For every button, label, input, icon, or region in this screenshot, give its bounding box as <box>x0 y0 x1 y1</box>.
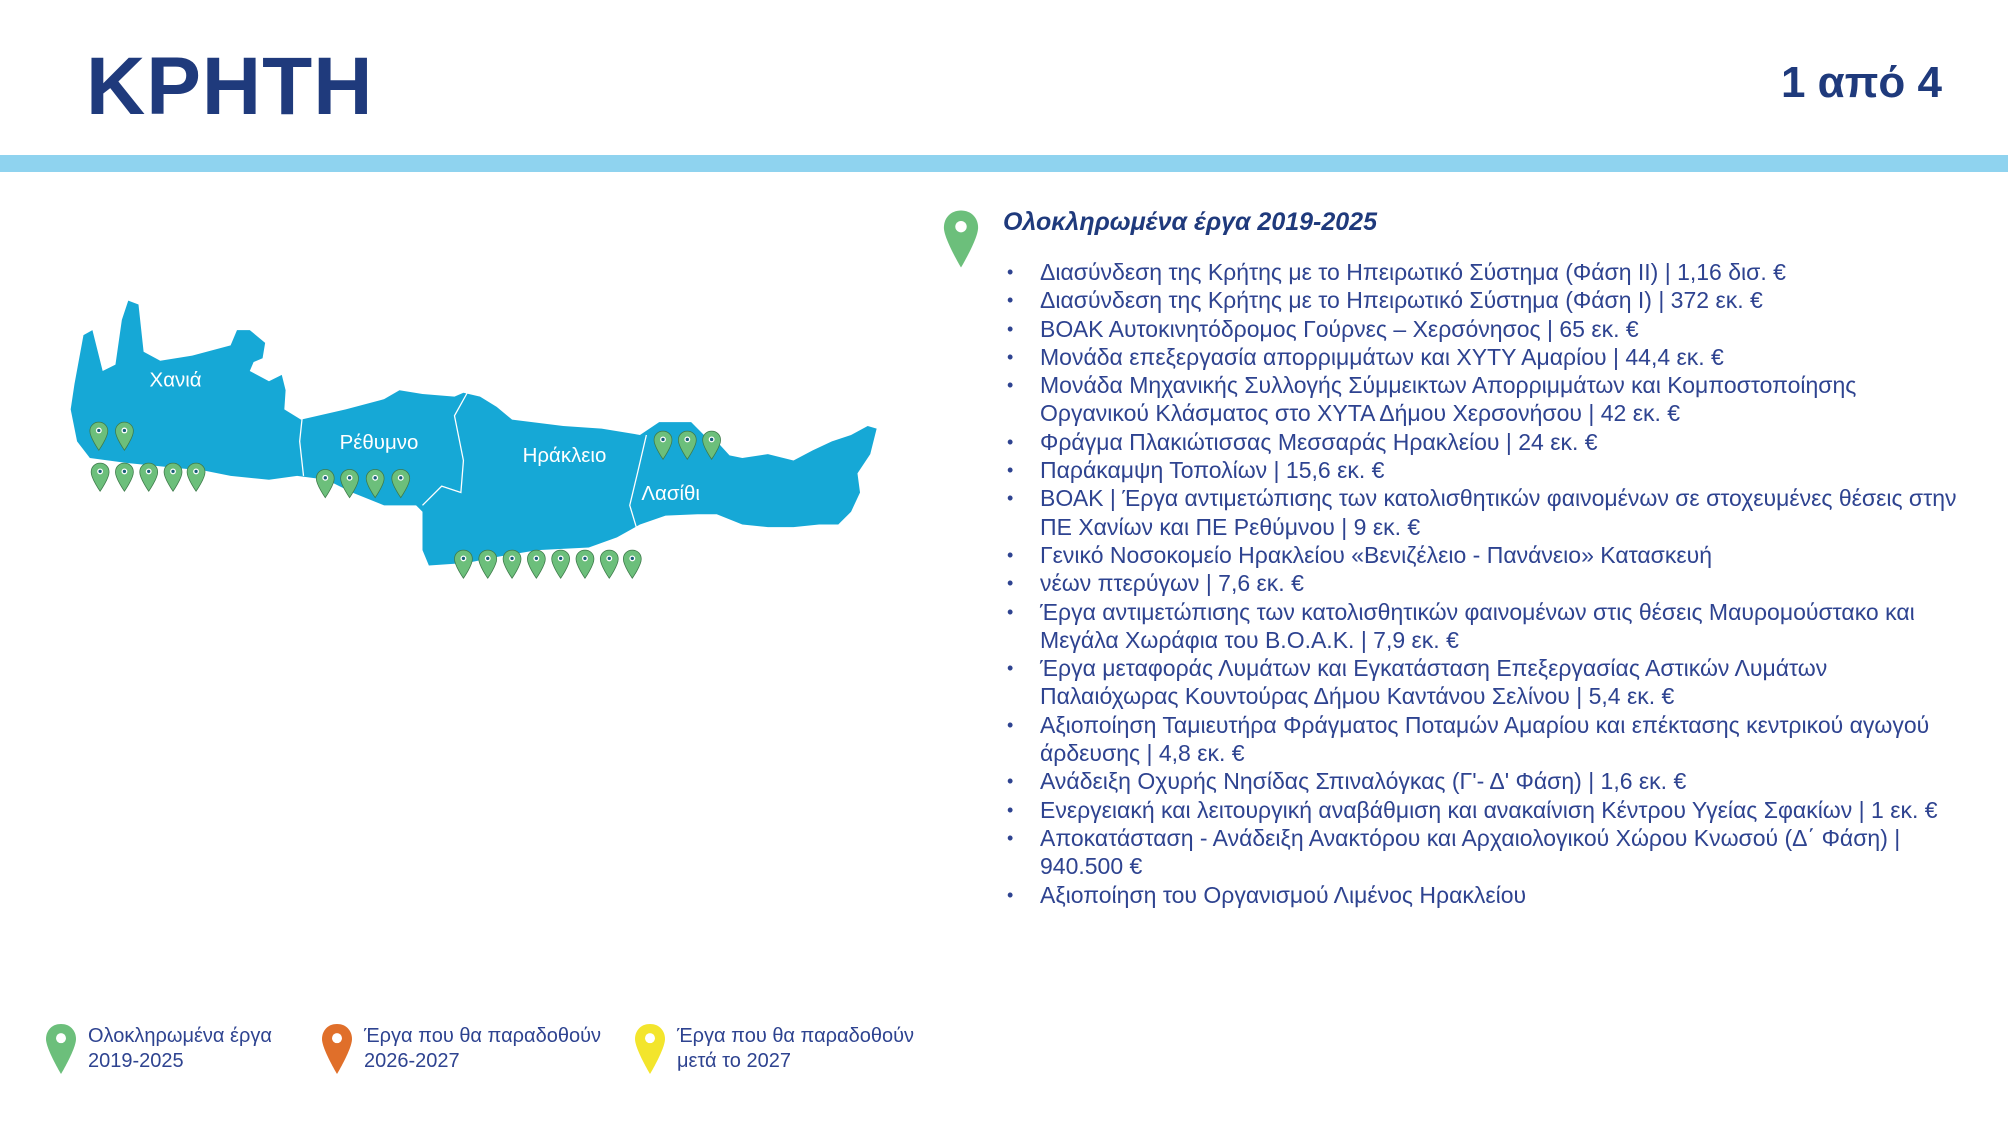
project-list-item: Έργα αντιμετώπισης των κατολισθητικών φα… <box>1007 598 1967 655</box>
map-pin-green-icon <box>115 462 134 492</box>
region-label-chania: Χανιά <box>150 368 202 391</box>
project-list-item: ΒΟΑΚ Αυτοκινητόδρομος Γούρνες – Χερσόνησ… <box>1007 315 1967 344</box>
project-list-item: Γενικό Νοσοκομείο Ηρακλείου «Βενιζέλειο … <box>1007 541 1967 570</box>
project-list-item: Ενεργειακή και λειτουργική αναβάθμιση κα… <box>1007 796 1967 825</box>
map-pin-green-icon <box>340 469 359 499</box>
page-title: ΚΡΗΤΗ <box>86 41 374 132</box>
map-pin-green-icon <box>502 549 522 579</box>
legend-label: Έργα που θα παραδοθούν 2026-2027 <box>364 1025 602 1072</box>
project-list: Διασύνδεση της Κρήτης με το Ηπειρωτικό Σ… <box>1007 258 1967 909</box>
project-list-item: Ανάδειξη Οχυρής Νησίδας Σπιναλόγκας (Γ'-… <box>1007 767 1967 796</box>
region-label-lasithi: Λασίθι <box>641 482 700 505</box>
crete-island-shape <box>70 300 877 566</box>
project-list-item: Διασύνδεση της Κρήτης με το Ηπειρωτικό Σ… <box>1007 258 1967 287</box>
project-list-item: ΒΟΑΚ | Έργα αντιμετώπισης των κατολισθητ… <box>1007 484 1967 541</box>
map-pin-green-icon <box>943 210 979 268</box>
legend-item-2026-2027: Έργα που θα παραδοθούν 2026-2027 <box>320 1024 601 1074</box>
project-list-item: Παράκαμψη Τοπολίων | 15,6 εκ. € <box>1007 456 1967 485</box>
region-border-rethymno-heraklion <box>422 392 468 506</box>
map-pin-green-icon <box>599 549 619 579</box>
region-border-heraklion-lasithi <box>629 434 654 548</box>
region-label-heraklion: Ηράκλειο <box>523 444 607 467</box>
map-pin-green-icon <box>90 462 110 492</box>
legend-label: Ολοκληρωμένα έργα 2019-2025 <box>88 1025 272 1072</box>
map-pin-green-icon <box>677 430 697 460</box>
project-list-item: Έργα μεταφοράς Λυμάτων και Εγκατάσταση Ε… <box>1007 654 1967 711</box>
project-list-item: Αξιοποίηση του Οργανισμού Λιμένος Ηρακλε… <box>1007 881 1967 910</box>
project-list-item: Αξιοποίηση Ταμιευτήρα Φράγματος Ποταμών … <box>1007 711 1967 768</box>
map-pin-green-icon <box>653 430 673 460</box>
map-pin-green-icon <box>315 469 335 499</box>
project-list-item: Φράγμα Πλακιώτισσας Μεσσαράς Ηρακλείου |… <box>1007 428 1967 457</box>
map-pin-green-icon <box>186 462 206 492</box>
project-pins <box>89 421 721 579</box>
legend-item-after-2027: Έργα που θα παραδοθούν μετά το 2027 <box>633 1024 914 1074</box>
map-pin-green-icon <box>365 469 385 499</box>
map-pin-green-icon <box>391 469 411 499</box>
page-indicator: 1 από 4 <box>1780 58 1942 107</box>
map-pin-green-icon <box>163 462 183 492</box>
map-pin-green-icon <box>551 549 571 579</box>
project-list-item: Μονάδα επεξεργασία απορριμμάτων και ΧΥΤΥ… <box>1007 343 1967 372</box>
project-list-item: Αποκατάσταση - Ανάδειξη Ανακτόρου και Αρ… <box>1007 824 1967 881</box>
map-pin-orange-icon <box>322 1024 352 1074</box>
map-pin-green-icon <box>89 421 109 451</box>
map-pin-green-icon <box>139 462 159 492</box>
map-pin-yellow-icon <box>635 1024 665 1074</box>
map-pin-green-icon <box>702 430 721 460</box>
map-pin-green-icon <box>575 549 595 579</box>
map-pin-green-icon <box>622 549 642 579</box>
map-pin-green-icon <box>527 549 546 579</box>
header-divider-bar <box>0 155 2008 172</box>
region-label-rethymno: Ρέθυμνο <box>340 431 419 454</box>
project-list-item: νέων πτερύγων | 7,6 εκ. € <box>1007 569 1967 598</box>
legend-label: Έργα που θα παραδοθούν μετά το 2027 <box>677 1025 915 1072</box>
map-pin-green-icon <box>115 421 134 451</box>
project-list-item: Διασύνδεση της Κρήτης με το Ηπειρωτικό Σ… <box>1007 286 1967 315</box>
map-pin-green-icon <box>454 549 473 579</box>
legend-item-completed: Ολοκληρωμένα έργα 2019-2025 <box>44 1024 272 1074</box>
map-pin-green-icon <box>46 1024 76 1074</box>
region-border-chania-rethymno <box>299 416 305 476</box>
map-pin-green-icon <box>478 549 498 579</box>
crete-map: Χανιά Ρέθυμνο Ηράκλειο Λασίθι <box>70 300 877 579</box>
section-heading: Ολοκληρωμένα έργα 2019-2025 <box>1003 208 1377 236</box>
project-list-item: Μονάδα Μηχανικής Συλλογής Σύμμεικτων Απο… <box>1007 371 1967 428</box>
